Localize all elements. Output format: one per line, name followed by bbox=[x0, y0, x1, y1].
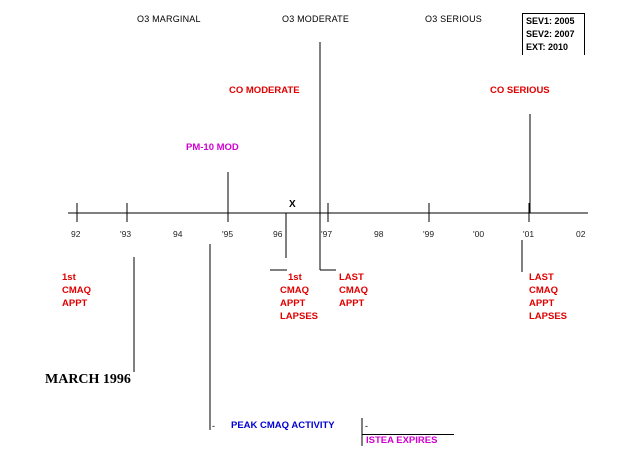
first-cmaq-appt: 1st CMAQ APPT bbox=[62, 271, 91, 310]
co-serious-label: CO SERIOUS bbox=[490, 85, 550, 96]
ext-text: EXT: 2010 bbox=[526, 42, 569, 52]
last-lapses-line2: CMAQ bbox=[529, 285, 559, 296]
tick-label: '97 bbox=[321, 229, 333, 239]
istea-expires-label: ISTEA EXPIRES bbox=[366, 435, 438, 446]
o3-marginal-label: O3 MARGINAL bbox=[137, 14, 201, 24]
peak-dash-right: - bbox=[365, 421, 368, 431]
sev2-text: SEV2: 2007 bbox=[526, 29, 575, 39]
tick-label: 98 bbox=[374, 229, 384, 239]
o3-moderate-label: O3 MODERATE bbox=[282, 14, 350, 24]
pm10-mod-label: PM-10 MOD bbox=[186, 142, 239, 153]
tick-label: '95 bbox=[222, 229, 234, 239]
last-lapses-line3: APPT bbox=[529, 298, 555, 309]
last-appt-line2: CMAQ bbox=[339, 285, 369, 296]
tick-label: 94 bbox=[173, 229, 183, 239]
last-cmaq-appt: LAST CMAQ APPT bbox=[339, 271, 368, 310]
tick-label: 92 bbox=[71, 229, 81, 239]
tick-label: 02 bbox=[576, 229, 586, 239]
last-lapses-line4: LAPSES bbox=[529, 311, 568, 322]
first-appt-line3: APPT bbox=[62, 298, 88, 309]
last-cmaq-appt-lapses: LAST CMAQ APPT LAPSES bbox=[529, 271, 567, 323]
peak-dash-left: - bbox=[212, 421, 215, 431]
first-lapses-line4: LAPSES bbox=[280, 311, 319, 322]
sev-box: SEV1: 2005 SEV2: 2007 EXT: 2010 bbox=[522, 13, 585, 55]
first-lapses-line2: CMAQ bbox=[280, 285, 310, 296]
first-cmaq-appt-lapses: 1st CMAQ APPT LAPSES bbox=[280, 271, 318, 323]
x-marker: X bbox=[289, 199, 296, 210]
last-lapses-line1: LAST bbox=[529, 272, 554, 283]
last-appt-line1: LAST bbox=[339, 272, 364, 283]
sev1-text: SEV1: 2005 bbox=[526, 16, 575, 26]
peak-cmaq-label: PEAK CMAQ ACTIVITY bbox=[231, 420, 335, 431]
tick-label: '00 bbox=[473, 229, 485, 239]
first-appt-line1: 1st bbox=[62, 272, 76, 283]
o3-serious-label: O3 SERIOUS bbox=[425, 14, 483, 24]
tick-label: '93 bbox=[120, 229, 132, 239]
co-moderate-label: CO MODERATE bbox=[229, 85, 300, 96]
tick-label: '01 bbox=[523, 229, 535, 239]
march-1996-label: MARCH 1996 bbox=[45, 372, 131, 387]
last-appt-line3: APPT bbox=[339, 298, 365, 309]
first-lapses-line3: APPT bbox=[280, 298, 306, 309]
istea-underline bbox=[362, 434, 454, 435]
tick-label: 96 bbox=[273, 229, 283, 239]
tick-label: '99 bbox=[423, 229, 435, 239]
first-appt-line2: CMAQ bbox=[62, 285, 92, 296]
first-lapses-line1: 1st bbox=[288, 272, 302, 283]
